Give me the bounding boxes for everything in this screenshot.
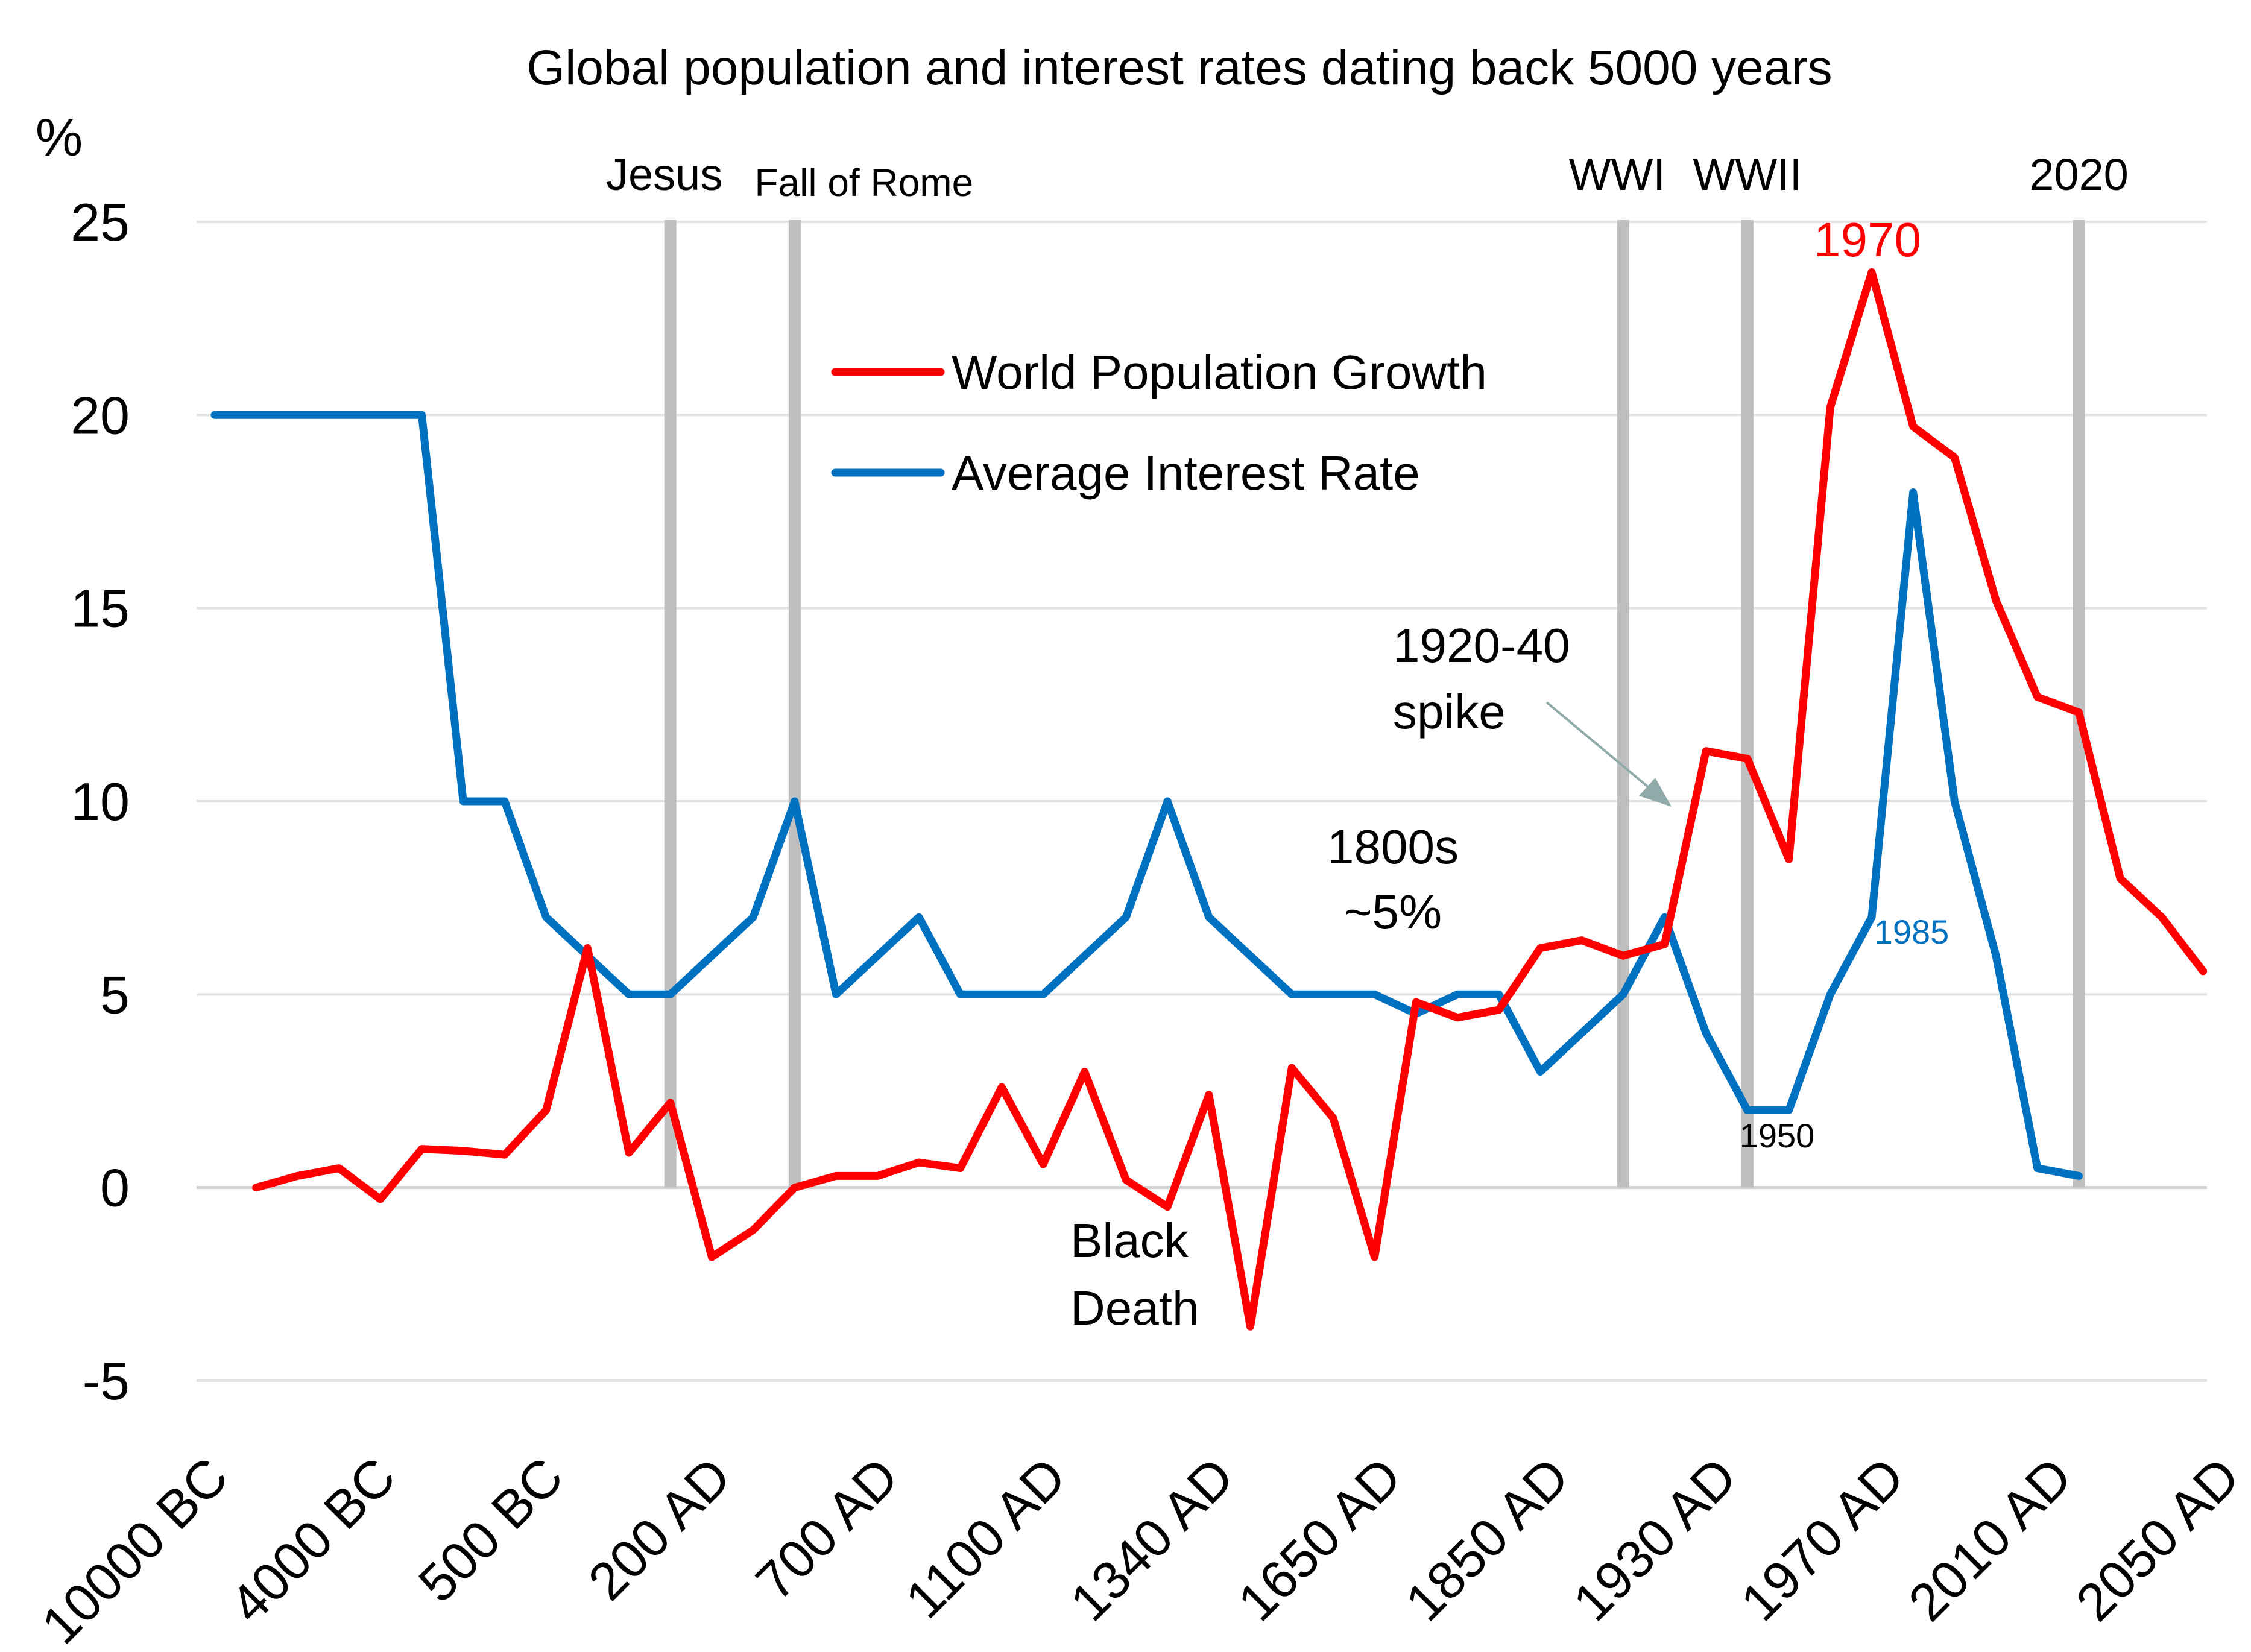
- gridlines: [197, 221, 2207, 1382]
- chart-title: Global population and interest rates dat…: [526, 40, 1832, 95]
- y-tick-label: 0: [100, 1158, 130, 1218]
- y-tick-label: -5: [83, 1351, 130, 1411]
- event-label: Fall of Rome: [754, 161, 973, 204]
- event-label: 2020: [2029, 150, 2129, 200]
- y-axis-label: %: [36, 107, 83, 167]
- y-tick-label: 10: [71, 772, 130, 831]
- series-line: [252, 268, 2208, 1331]
- annotation-spike-line1: 1920-40: [1393, 619, 1570, 672]
- annotation-1800s-line1: 1800s: [1327, 820, 1459, 874]
- y-axis-ticks: 25 20 15 10 5 0 -5: [71, 192, 130, 1411]
- annotation-black-death-line1: Black: [1070, 1214, 1189, 1267]
- y-tick-label: 20: [71, 385, 130, 445]
- y-tick-label: 5: [100, 965, 130, 1024]
- series-line: [210, 411, 2083, 1180]
- event-label: WWII: [1693, 150, 1802, 200]
- annotation-1970-peak: 1970: [1814, 213, 1921, 266]
- annotations: 1970 1985 1950 1920-40 spike 1800s ~5% B…: [1070, 213, 1949, 1335]
- event-label: Jesus: [606, 150, 722, 200]
- annotation-1985: 1985: [1874, 913, 1949, 951]
- legend: World Population Growth Average Interest…: [831, 345, 1487, 500]
- y-tick-label: 15: [71, 579, 130, 638]
- legend-label-population: World Population Growth: [952, 345, 1487, 399]
- annotation-1800s-line2: ~5%: [1344, 885, 1442, 939]
- annotation-black-death-line2: Death: [1070, 1281, 1199, 1335]
- annotation-spike-arrow-head: [1639, 778, 1672, 807]
- annotation-1950: 1950: [1740, 1117, 1815, 1155]
- legend-label-interest: Average Interest Rate: [952, 446, 1420, 500]
- annotation-spike-arrow-shaft: [1545, 701, 1656, 794]
- event-label: WWI: [1569, 150, 1665, 200]
- y-tick-label: 25: [71, 192, 130, 252]
- annotation-spike-line2: spike: [1393, 685, 1506, 739]
- series-lines: [210, 268, 2208, 1331]
- event-markers: Jesus Fall of Rome WWI WWII 2020: [606, 150, 2129, 1188]
